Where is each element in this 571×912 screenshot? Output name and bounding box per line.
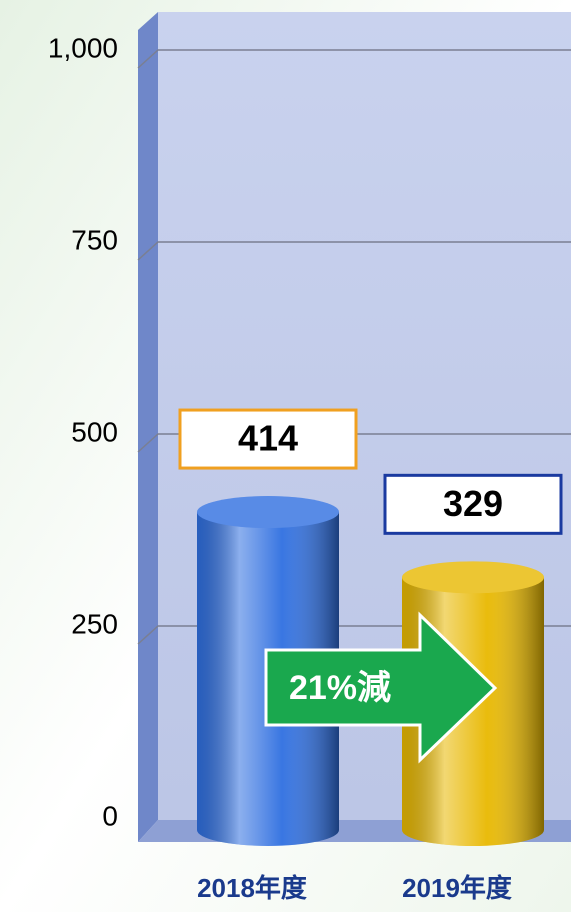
x-tick-label: 2018年度 xyxy=(197,873,307,903)
value-label: 414 xyxy=(238,418,298,459)
grid-line xyxy=(137,241,571,261)
labels: 0 250 500 750 1,000 414 2018年度 329 2019年度 xyxy=(48,32,563,903)
x-tick-label: 2019年度 xyxy=(402,873,512,903)
grid-line xyxy=(137,433,571,453)
value-label-box xyxy=(178,408,358,470)
value-label-box xyxy=(383,473,563,535)
annotation: 21%減 xyxy=(289,669,391,707)
bar-top-highlight xyxy=(197,496,339,529)
bar-top xyxy=(197,496,339,529)
y-tick-label: 0 xyxy=(102,800,118,831)
value-label: 329 xyxy=(443,483,503,524)
y-tick-label: 250 xyxy=(71,608,118,639)
bar-top-highlight xyxy=(402,561,544,594)
arrow-shape xyxy=(264,611,498,764)
y-tick-label: 500 xyxy=(71,416,118,447)
y-tick-label: 750 xyxy=(71,224,118,255)
y-tick-label: 1,000 xyxy=(48,32,118,63)
side-wall xyxy=(138,12,158,842)
bar-top xyxy=(402,561,544,594)
grid xyxy=(137,49,571,645)
grid-line xyxy=(137,49,571,69)
arrow: 21%減 xyxy=(264,611,498,764)
